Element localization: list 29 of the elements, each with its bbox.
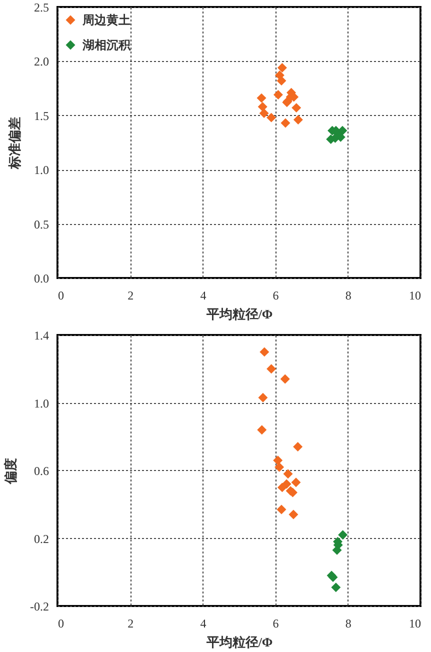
x-tick-label: 0 — [58, 288, 64, 302]
y-tick-label: 0.5 — [34, 217, 49, 232]
y-tick-label: 1.5 — [34, 108, 49, 123]
y-tick-label: 0.2 — [34, 532, 49, 546]
x-tick-label: 4 — [200, 288, 206, 302]
legend-label: 湖相沉积 — [82, 38, 132, 52]
y-tick-label: 1.4 — [34, 328, 49, 342]
x-axis-title: 平均粒径/Φ — [205, 634, 273, 650]
y-tick-label: 2.5 — [34, 0, 49, 14]
x-tick-label: 10 — [409, 288, 421, 302]
y-axis-title: 偏度 — [3, 458, 18, 485]
x-tick-label: 8 — [345, 288, 352, 302]
y-tick-label: 0.0 — [34, 272, 49, 286]
y-tick-label: 1.0 — [34, 163, 49, 178]
x-tick-label: 4 — [200, 616, 206, 630]
y-tick-label: 2.0 — [34, 54, 49, 69]
x-tick-label: 2 — [128, 288, 134, 302]
x-axis-title: 平均粒径/Φ — [205, 306, 273, 322]
x-tick-label: 6 — [272, 288, 279, 302]
y-tick-label: -0.2 — [30, 600, 49, 614]
y-tick-label: 0.6 — [34, 464, 49, 478]
x-tick-label: 6 — [272, 616, 279, 630]
x-tick-label: 10 — [409, 616, 421, 630]
x-tick-label: 2 — [128, 616, 134, 630]
y-axis-title: 标准偏差 — [7, 117, 22, 170]
x-tick-label: 0 — [58, 616, 64, 630]
x-tick-label: 8 — [345, 616, 352, 630]
legend-label: 周边黄土 — [82, 13, 130, 27]
y-tick-label: 1.0 — [34, 396, 49, 410]
